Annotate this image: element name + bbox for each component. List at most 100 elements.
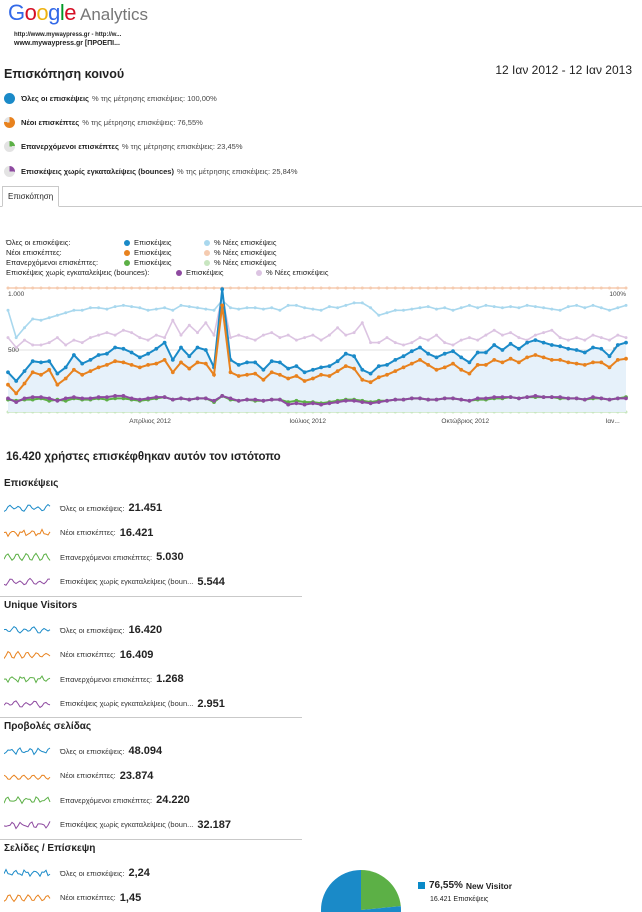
- series-point: [467, 336, 471, 340]
- series-point: [542, 331, 546, 335]
- series-point: [130, 305, 134, 309]
- series-point: [55, 286, 59, 290]
- metric-row[interactable]: Επισκέψεις χωρίς εγκαταλείψεις (boun... 5…: [4, 575, 225, 589]
- metric-row[interactable]: Όλες οι επισκέψεις: 48.094: [4, 744, 162, 758]
- series-point: [113, 394, 117, 398]
- series-point: [443, 341, 447, 345]
- series-point: [327, 286, 331, 290]
- series-point: [327, 401, 332, 406]
- series-point: [344, 286, 348, 290]
- sparkline-line: [4, 868, 51, 878]
- series-line: [7, 305, 627, 395]
- series-point: [418, 396, 422, 401]
- series-point: [533, 305, 537, 309]
- series-point: [294, 364, 299, 368]
- series-point: [97, 286, 101, 290]
- series-point: [245, 360, 249, 365]
- series-point: [492, 395, 497, 399]
- series-point: [80, 396, 85, 401]
- metric-row[interactable]: Επανερχόμενοι επισκέπτες: 1.268: [4, 672, 184, 686]
- series-point: [80, 286, 84, 290]
- metric-row[interactable]: Όλες οι επισκέψεις: 21.451: [4, 501, 162, 515]
- series-point: [599, 306, 603, 310]
- series-point: [220, 394, 225, 398]
- metric-label: Νέοι επισκέπτες:: [60, 528, 116, 537]
- series-point: [229, 336, 232, 340]
- metric-row[interactable]: Όλες οι επισκέψεις: 16.420: [4, 623, 162, 637]
- series-point: [517, 286, 521, 290]
- series-point: [434, 367, 439, 372]
- series-point: [608, 286, 611, 290]
- tab-overview[interactable]: Επισκόπηση: [2, 186, 60, 207]
- legend-key[interactable]: Επισκέψεις: [124, 248, 172, 258]
- series-point: [484, 303, 488, 307]
- series-point: [574, 361, 579, 366]
- segment-3[interactable]: Επισκέψεις χωρίς εγκαταλείψεις (bounces)…: [4, 164, 298, 178]
- metric-label: Νέοι επισκέπτες:: [60, 650, 116, 659]
- metric-row[interactable]: Επανερχόμενοι επισκέπτες: 24.220: [4, 793, 190, 807]
- series-point: [154, 333, 158, 337]
- series-point: [80, 341, 84, 345]
- tab-bar: [0, 186, 642, 207]
- metric-value: 2,24: [128, 867, 150, 879]
- series-point: [23, 326, 26, 330]
- legend-key[interactable]: % Νέες επισκέψεις: [204, 258, 276, 268]
- series-point: [509, 305, 513, 309]
- metric-row[interactable]: Όλες οι επισκέψεις: 2,24: [4, 866, 150, 880]
- segment-2[interactable]: Επανερχόμενοι επισκέπτες% της μέτρησης ε…: [4, 139, 243, 153]
- series-point: [105, 395, 109, 399]
- sparkline: [4, 552, 51, 562]
- metric-row[interactable]: Νέοι επισκέπτες: 1,45: [4, 891, 141, 905]
- metric-row[interactable]: Νέοι επισκέπτες: 16.409: [4, 648, 153, 662]
- series-point: [14, 391, 19, 396]
- series-point: [533, 394, 538, 398]
- series-point: [418, 345, 422, 350]
- series-point: [105, 307, 109, 311]
- series-point: [311, 307, 315, 311]
- segment-note: % της μέτρησης επισκέψεις: 25,84%: [176, 166, 298, 176]
- series-point: [442, 365, 447, 370]
- legend-key[interactable]: Επισκέψεις: [176, 268, 224, 278]
- series-point: [229, 286, 232, 290]
- metric-row[interactable]: Νέοι επισκέπτες: 23.874: [4, 769, 153, 783]
- series-point: [360, 377, 365, 382]
- series-point: [269, 397, 274, 402]
- series-point: [459, 338, 463, 342]
- series-point: [97, 333, 101, 337]
- series-point: [212, 286, 216, 290]
- series-point: [401, 365, 406, 370]
- metric-row[interactable]: Επανερχόμενοι επισκέπτες: 5.030: [4, 550, 184, 564]
- legend-key[interactable]: Επισκέψεις: [124, 258, 172, 268]
- series-point: [64, 286, 68, 290]
- series-point: [426, 351, 431, 356]
- metric-label: Επανερχόμενοι επισκέπτες:: [60, 795, 153, 805]
- segment-1[interactable]: Νέοι επισκέπτες% της μέτρησης επισκέψεις…: [4, 115, 203, 129]
- series-point: [72, 338, 76, 342]
- series-point: [237, 307, 241, 311]
- series-point: [376, 400, 381, 404]
- series-point: [55, 371, 60, 376]
- series-point: [509, 331, 513, 335]
- series-point: [492, 305, 496, 309]
- series-point: [187, 354, 192, 359]
- date-range[interactable]: 12 Ιαν 2012 - 12 Ιαν 2013: [495, 63, 632, 77]
- series-point: [6, 308, 10, 312]
- metric-row[interactable]: Επισκέψεις χωρίς εγκαταλείψεις (boun... 2…: [4, 697, 225, 711]
- series-point: [64, 343, 68, 347]
- sparkline: [4, 503, 51, 512]
- metric-row[interactable]: Νέοι επισκέπτες: 16.421: [4, 526, 153, 540]
- segment-0[interactable]: Όλες οι επισκέψεις% της μέτρησης επισκέψ…: [4, 91, 217, 105]
- legend-key[interactable]: % Νέες επισκέψεις: [256, 268, 328, 278]
- legend-key[interactable]: Επισκέψεις: [124, 238, 172, 248]
- series-point: [475, 350, 480, 355]
- series-point: [352, 366, 356, 371]
- series-point: [517, 306, 521, 310]
- legend-key[interactable]: % Νέες επισκέψεις: [204, 238, 276, 248]
- legend-key[interactable]: % Νέες επισκέψεις: [204, 248, 276, 258]
- series-point: [550, 307, 554, 311]
- series-point: [179, 286, 183, 290]
- metric-row[interactable]: Επισκέψεις χωρίς εγκαταλείψεις (boun... 3…: [4, 818, 231, 832]
- series-point: [542, 286, 546, 290]
- series-point: [360, 367, 365, 372]
